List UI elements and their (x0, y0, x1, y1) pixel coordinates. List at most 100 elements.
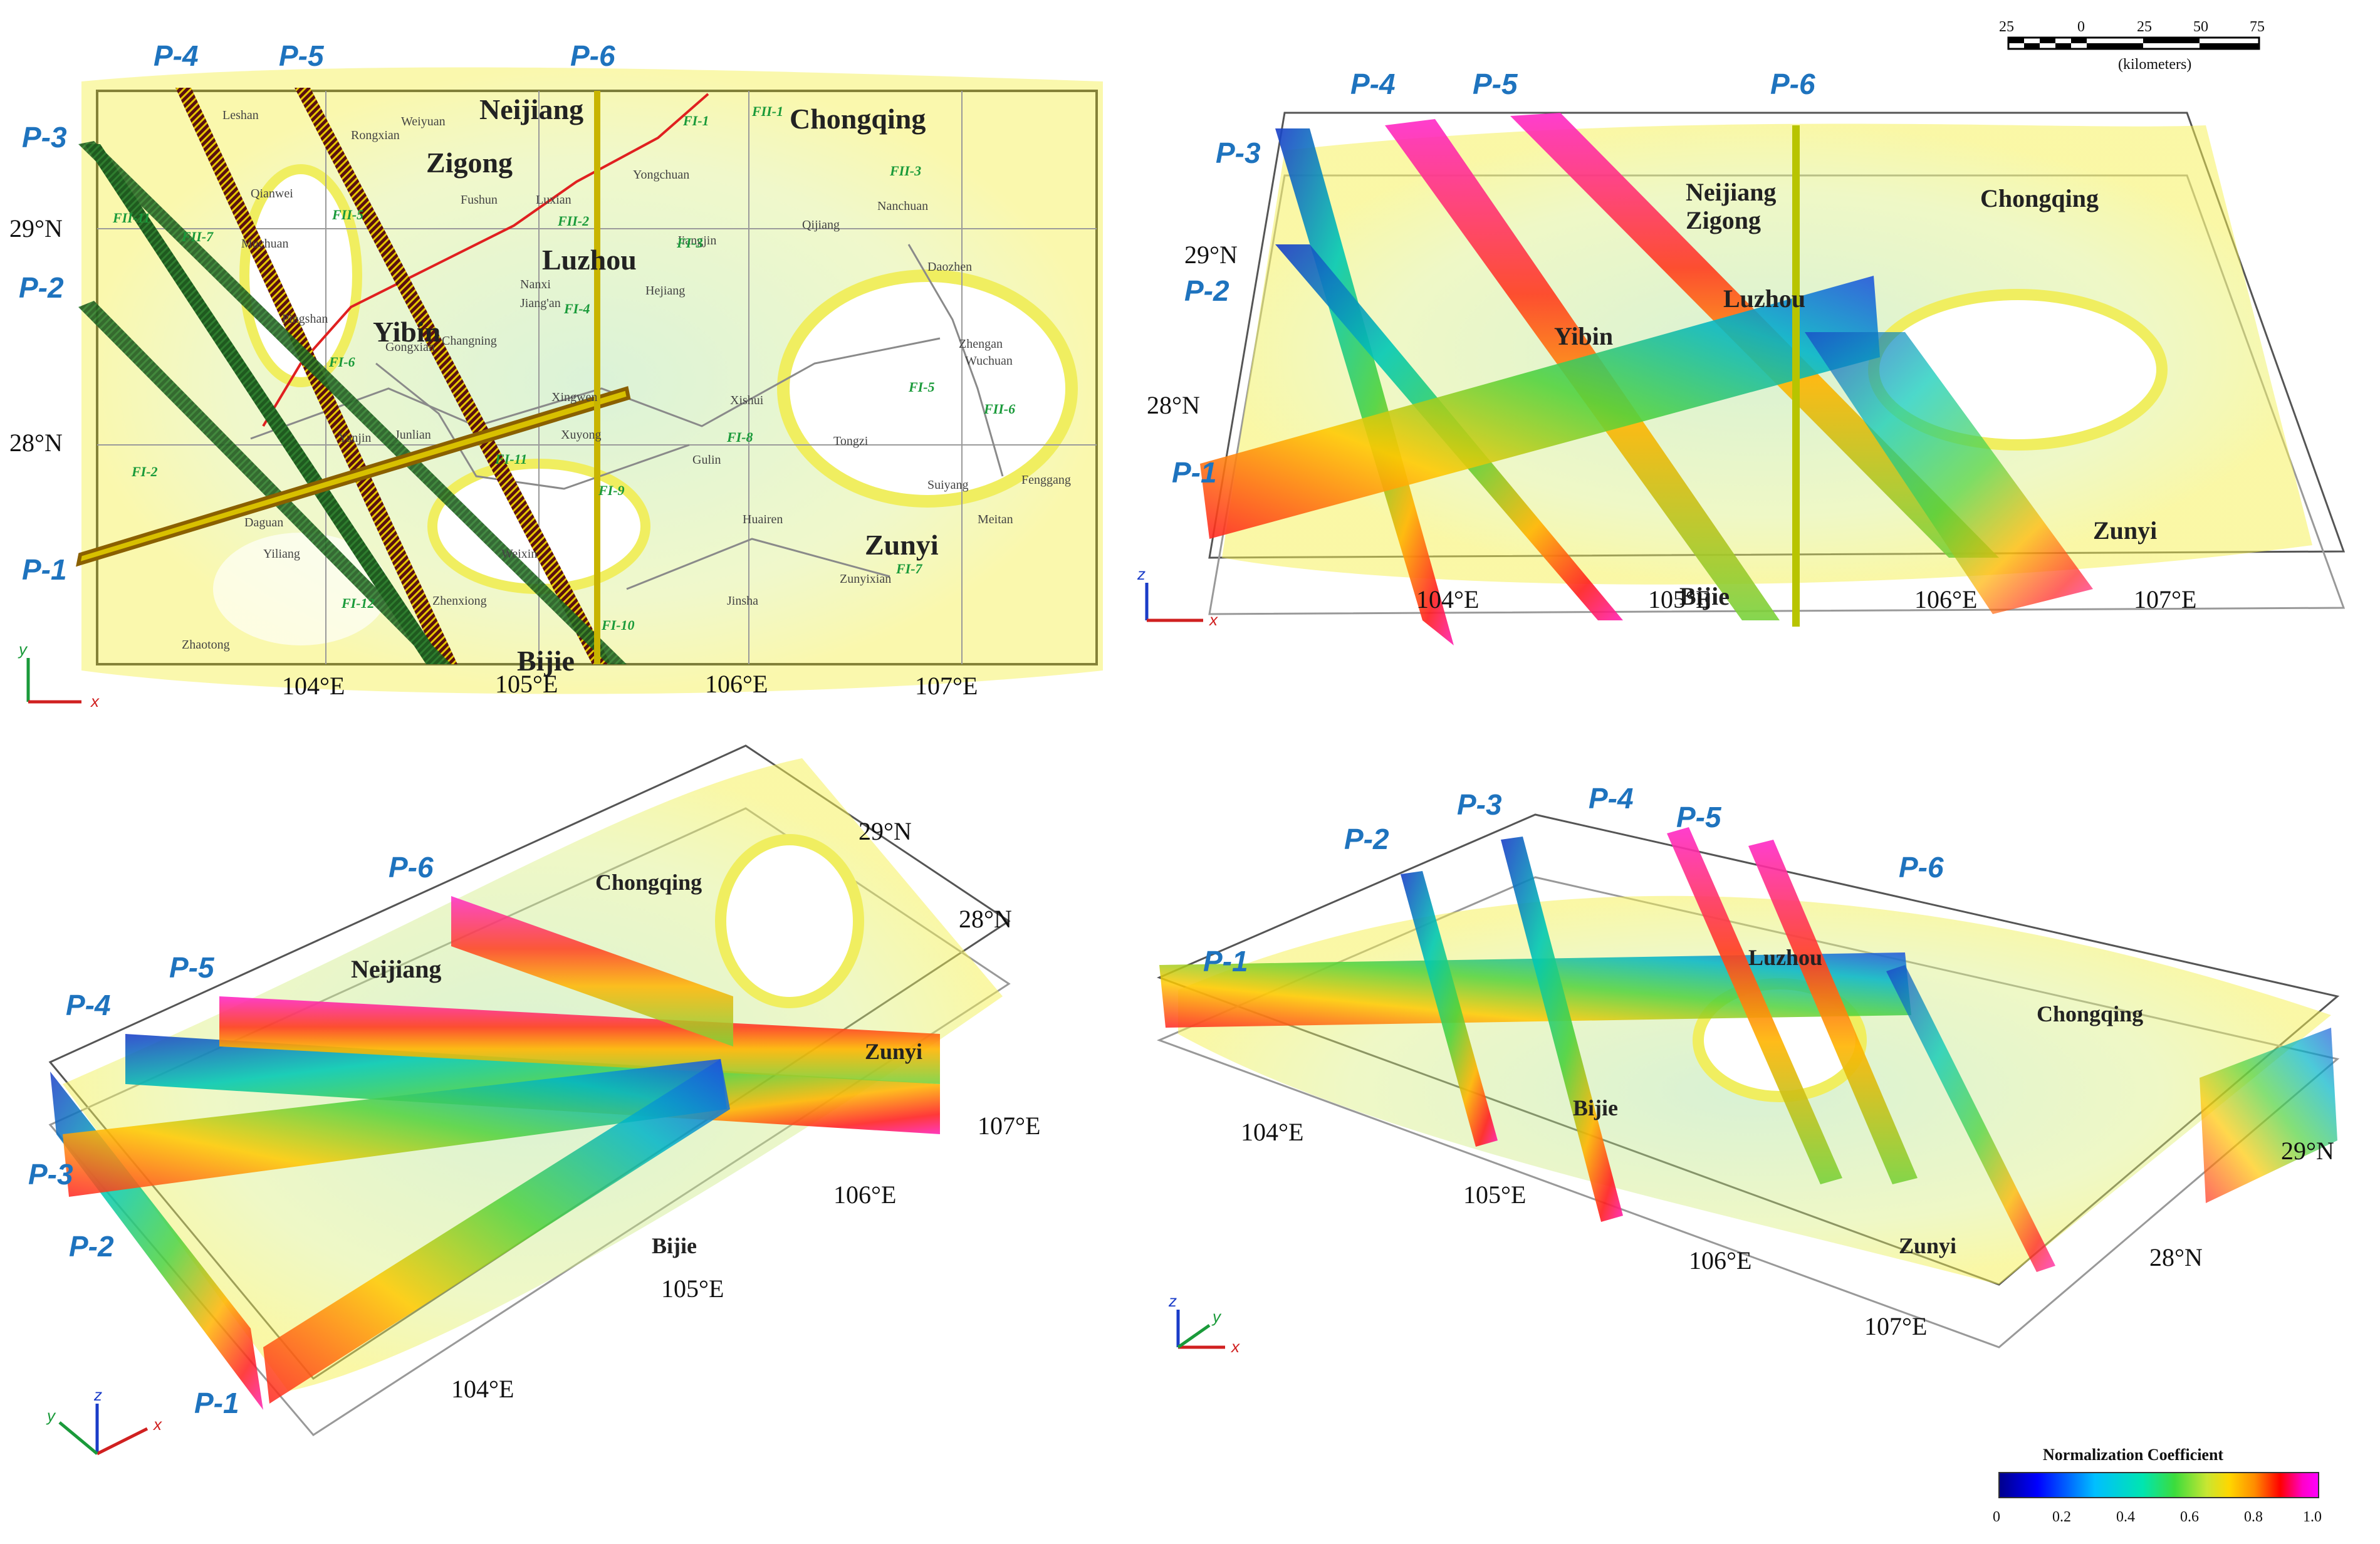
svg-text:FII-1: FII-1 (751, 103, 783, 119)
svg-text:Jinsha: Jinsha (727, 594, 758, 608)
lon-label-107: 107°E (1864, 1312, 1927, 1340)
svg-text:Luzhou: Luzhou (1748, 945, 1822, 970)
slice-p5 (1748, 840, 1918, 1184)
slice-p3 (1501, 837, 1623, 1222)
lon-label-106: 106°E (1914, 585, 1977, 613)
slice-p6 (1886, 965, 2055, 1272)
svg-text:Bijie: Bijie (1679, 582, 1730, 610)
lat-label-29: 29°N (2281, 1137, 2334, 1165)
svg-text:y: y (1211, 1307, 1222, 1326)
colorbar-tick: 0 (1993, 1509, 2000, 1525)
svg-text:FII-11: FII-11 (112, 210, 150, 226)
svg-text:Suiyang: Suiyang (927, 478, 969, 492)
lat-label-29: 29°N (859, 817, 912, 845)
svg-text:Weixin: Weixin (501, 547, 537, 561)
svg-text:Xingwen: Xingwen (551, 390, 597, 404)
svg-text:Daozhen: Daozhen (927, 260, 972, 274)
svg-text:Hejiang: Hejiang (645, 284, 685, 298)
svg-text:Zunyi: Zunyi (1899, 1233, 1956, 1258)
lon-label-104: 104°E (1241, 1118, 1303, 1146)
lat-label-28: 28°N (1147, 391, 1200, 419)
lon-label-104: 104°E (1416, 585, 1479, 613)
svg-text:FII-2: FII-2 (557, 213, 589, 229)
slice-p5 (219, 996, 940, 1084)
svg-text:FI-9: FI-9 (598, 482, 625, 498)
svg-text:Tongzi: Tongzi (833, 434, 869, 448)
svg-text:FII-5: FII-5 (331, 207, 363, 222)
svg-text:FI-8: FI-8 (726, 429, 753, 445)
slice-p6-section (1805, 332, 2093, 614)
profile-label-p3: P-3 (1457, 788, 1502, 821)
svg-text:Huairen: Huairen (743, 513, 783, 526)
svg-text:Yibin: Yibin (1554, 322, 1613, 350)
profile-label-p4: P-4 (1589, 782, 1634, 815)
colorbar-tick: 0.4 (2116, 1509, 2135, 1525)
lon-label-105: 105°E (661, 1275, 724, 1303)
svg-text:Jiangjin: Jiangjin (677, 234, 716, 248)
svg-text:Nanchuan: Nanchuan (877, 199, 928, 213)
scale-unit: (kilometers) (2118, 56, 2191, 73)
svg-text:FII-6: FII-6 (983, 401, 1015, 417)
city-labels: Luzhou Chongqing Zunyi Bijie (1573, 945, 2143, 1258)
profile-label-p2: P-2 (69, 1230, 114, 1263)
svg-text:FI-10: FI-10 (601, 617, 635, 633)
lon-label-106: 106°E (1689, 1246, 1751, 1275)
axes-triad: y x (18, 640, 100, 711)
profile-label-p2: P-2 (1184, 274, 1229, 307)
white-hole (715, 834, 864, 1008)
lon-label-105: 105°E (1648, 585, 1711, 613)
road-network (250, 244, 1004, 590)
svg-text:FI-3: FI-3 (676, 235, 703, 251)
lat-label-28: 28°N (9, 429, 63, 457)
lon-label-104: 104°E (282, 672, 345, 700)
svg-text:Zhenxiong: Zhenxiong (432, 594, 487, 608)
scale-tick: 75 (2250, 19, 2265, 35)
profile-label-p1: P-1 (22, 553, 67, 586)
svg-text:FI-2: FI-2 (131, 464, 158, 479)
lon-label-106: 106°E (705, 670, 768, 698)
svg-text:Chongqing: Chongqing (595, 870, 702, 895)
svg-text:z: z (1168, 1291, 1177, 1310)
city-neijiang: Neijiang (479, 93, 583, 125)
profile-label-p4: P-4 (154, 39, 199, 72)
profile-label-p6: P-6 (1899, 851, 1944, 884)
slice-p2 (63, 1059, 727, 1197)
svg-text:Gongxian: Gongxian (385, 340, 435, 354)
svg-text:Muchuan: Muchuan (241, 237, 289, 251)
svg-text:FII-7: FII-7 (181, 229, 214, 244)
svg-text:x: x (90, 692, 100, 711)
profile-label-p5: P-5 (1473, 68, 1518, 100)
slice-p3 (78, 141, 627, 664)
svg-text:Zhengan: Zhengan (959, 337, 1003, 351)
city-labels: Neijiang Chongqing Zunyi Bijie (351, 870, 922, 1258)
scale-tick: 25 (2137, 19, 2152, 35)
axes-triad: z x y (46, 1385, 162, 1456)
svg-text:Yiliang: Yiliang (263, 547, 300, 561)
svg-text:Luxian: Luxian (536, 193, 572, 207)
city-bijie: Bijie (517, 645, 575, 677)
slice-p5 (295, 88, 611, 664)
profile-label-p5: P-5 (279, 39, 325, 72)
axes-triad: z x (1137, 565, 1218, 629)
slice-p6 (1792, 125, 1800, 627)
svg-text:Luzhou: Luzhou (1723, 284, 1805, 313)
slice-p2 (85, 144, 445, 664)
scale-bar: 25 0 25 50 75 (kilometers) (1986, 13, 2300, 81)
svg-text:Qijiang: Qijiang (802, 218, 840, 232)
profile-label-p1: P-1 (1203, 945, 1248, 978)
profile-label-p4: P-4 (1350, 68, 1396, 100)
svg-text:Pingshan: Pingshan (282, 312, 328, 326)
svg-text:Chongqing: Chongqing (1980, 184, 2099, 212)
svg-text:z: z (93, 1385, 102, 1404)
panel-bottom-right-oblique-view: Luzhou Chongqing Zunyi Bijie P-1 P-2 P-3… (1122, 764, 2375, 1391)
svg-text:Chongqing: Chongqing (2037, 1001, 2143, 1026)
slice-p1 (1200, 276, 1880, 539)
city-labels: Neijiang Zigong Chongqing Luzhou Yibin Z… (1554, 178, 2157, 610)
svg-text:Bijie: Bijie (1573, 1095, 1618, 1120)
city-chongqing: Chongqing (790, 103, 926, 135)
svg-text:y: y (46, 1406, 56, 1425)
scale-tick: 0 (2077, 19, 2085, 35)
slice-p1 (76, 386, 631, 567)
svg-text:Meitan: Meitan (978, 513, 1013, 526)
svg-text:Junlian: Junlian (395, 428, 431, 442)
